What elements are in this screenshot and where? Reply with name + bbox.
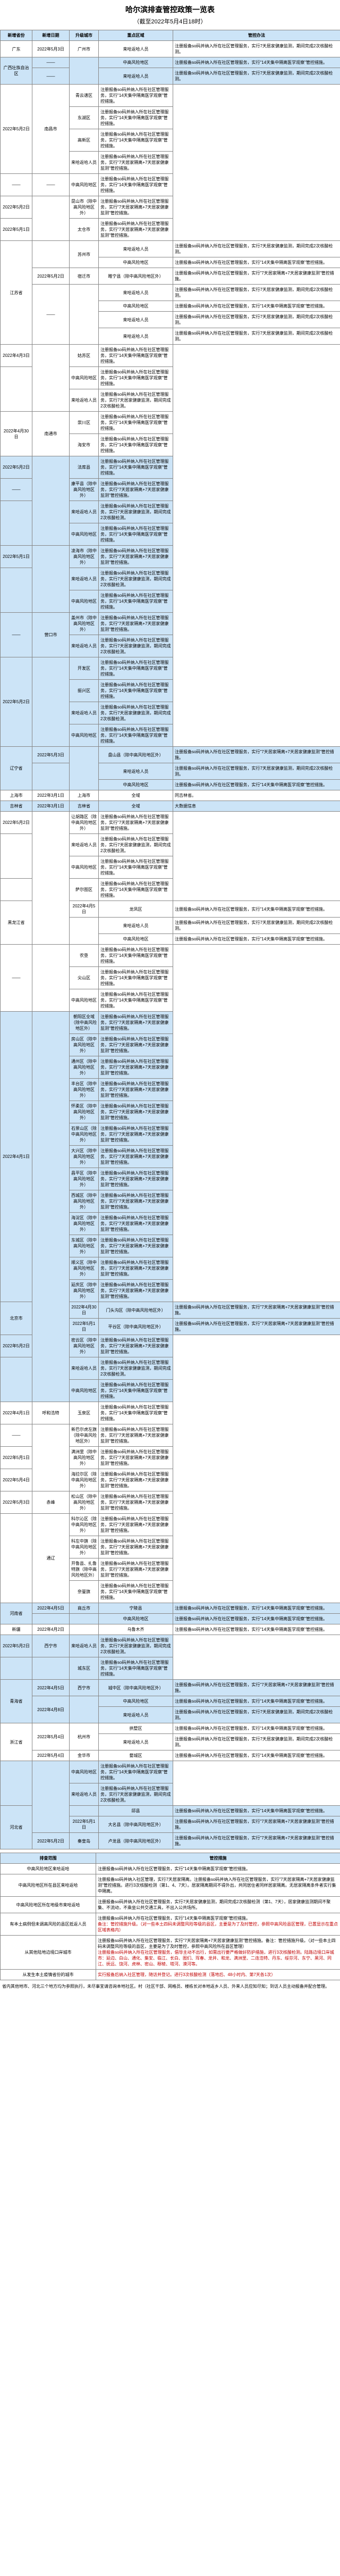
- table-row: 2022年5月2日西宁市来哈返哈人员注册报备so码并纳入所在社区管理服务，实行7…: [1, 1635, 340, 1657]
- col-header: 新增省份: [1, 30, 32, 41]
- table-row: 2022年4月3日姑苏区注册报备so码并纳入所在社区管理服务，实行"14天集中隔…: [1, 345, 340, 367]
- table-row: 2022年5月4日金华市婺城区注册报备so码并纳入所在社区管理服务，实行"14天…: [1, 1750, 340, 1761]
- measures-table: 排查范围管控措施 中高风险地区来哈返哈注册报备so码并纳入所在社区管理服务，实行…: [0, 1853, 340, 1980]
- table-row: 2022年4月30日南通市崇川区注册报备so码并纳入所在社区管理服务，实行"14…: [1, 412, 340, 434]
- table-row: 2022年4月8日中高风险地区注册报备so码并纳入所在社区管理服务，实行"14天…: [1, 1696, 340, 1707]
- table-row: 2022年5月2日让胡路区（除中高风险地区外）注册报备so码并纳入所在社区管理服…: [1, 812, 340, 834]
- page-title: 哈尔滨排查管控政策一览表: [0, 4, 340, 15]
- table-row: 2022年4月1日朝阳区全域（除中高风险地区外）注册报备so码并纳入所在社区管理…: [1, 1012, 340, 1034]
- table-row: 辽宁省2022年5月3日盘山县（除中高风险地区外）注册报备so码并纳入所在社区管…: [1, 747, 340, 763]
- table-row: 来哈返哈人员注册报备so码并纳入所在社区管理服务，实行7天居家健康监测，期间完成…: [1, 763, 340, 780]
- table-row: 吉林省2022年3月1日吉林省全域大数据信息: [1, 801, 340, 812]
- table-row: ——来哈返哈人员注册报备so码并纳入所在社区管理服务，实行7天居家健康监测，期间…: [1, 285, 340, 301]
- table-row: 城东区注册报备so码并纳入所在社区管理服务，实行"14天集中隔离医学观察"管控措…: [1, 1657, 340, 1680]
- table-row: 广东2022年5月3日广州市来哈返哈人员注册报备so码并纳入所在社区管理服务，实…: [1, 41, 340, 57]
- table-row: 上海市2022年3月1日上海市全域同吉林省。: [1, 790, 340, 801]
- table-row: 2022年5月2日宿迁市睢宁县（除中高风险地区外）注册报备so码并纳入所在社区管…: [1, 268, 340, 285]
- table-row: ——来哈返哈人员注册报备so码并纳入所在社区管理服务，实行7天居家健康监测，期间…: [1, 68, 340, 85]
- table-row: 2022年5月3日赤峰松山区（除中高风险地区外）注册报备so码并纳入所在社区管理…: [1, 1491, 340, 1514]
- table-row: 从发生本土疫情省份的城市实行报备后纳入社区管理，随访并登记。进行3次核酸检测（落…: [1, 1970, 340, 1980]
- col-header: 升级城市: [70, 30, 99, 41]
- col-header: 重点区域: [99, 30, 173, 41]
- table-row: 中高风险地区注册报备so码并纳入所在社区管理服务，实行"14天集中隔离医学观察"…: [1, 1761, 340, 1783]
- table-row: 中高风险地区所在地级市来哈返哈注册报备so码并纳入所在社区管理服务，实行7天居家…: [1, 1897, 340, 1913]
- table-row: ——新巴尔虎左旗（除中高风险地区外）注册报备so码并纳入所在社区管理服务，实行"…: [1, 1424, 340, 1447]
- table-row: 河南省2022年4月5日商丘市宁陵县注册报备so码并纳入所在社区管理服务，实行"…: [1, 1603, 340, 1614]
- table-row: 2022年5月2日秦皇岛卢龙县（除中高风险地区外）注册报备so码并纳入所在社区管…: [1, 1833, 340, 1849]
- col-header: 新增日期: [32, 30, 70, 41]
- table-row: ——营口市盖州市（除中高风险地区外）注册报备so码并纳入所在社区管理服务，实行"…: [1, 613, 340, 635]
- table-row: 2022年5月1日凌海市（除中高风险地区外）注册报备so码并纳入所在社区管理服务…: [1, 546, 340, 568]
- table-row: 浙江省2022年5月4日杭州市拱墅区注册报备so码并纳入所在社区管理服务，实行"…: [1, 1723, 340, 1734]
- table-row: 2022年5月2日昆山市（除中高风险地区外）注册报备so码并纳入所在社区管理服务…: [1, 196, 340, 219]
- policy-table: 新增省份新增日期升级城市重点区域管控办法 广东2022年5月3日广州市来哈返哈人…: [0, 30, 340, 1849]
- table-row: ——农垦注册报备so码并纳入所在社区管理服务，实行"14天集中隔离医学观察"管控…: [1, 945, 340, 967]
- table-row: 广西壮族自治区——中高风险地区注册报备so码并纳入所在社区管理服务，实行"14天…: [1, 57, 340, 68]
- table-row: 2022年4月1日呼和浩特玉泉区注册报备so码并纳入所在社区管理服务，实行"14…: [1, 1402, 340, 1424]
- page-subtitle: （截至2022年5月4日18时）: [0, 17, 340, 26]
- table-row: 中高风险地区所在县区来哈返哈注册报备so码并纳入社区管理，实行7天居家隔离。注册…: [1, 1874, 340, 1897]
- table-row: 青海省2022年4月5日西宁市城中区（除中高风险地区外）注册报备so码并纳入所在…: [1, 1680, 340, 1696]
- table-row: 中高风险地区注册报备so码并纳入所在社区管理服务，实行"14天集中隔离医学观察"…: [1, 1614, 340, 1624]
- table-row: 有本土病例但未调高风险的县区抵返人员注册报备so码并纳入所在社区管理服务，实行"…: [1, 1913, 340, 1936]
- footnote: 省内其他地市、河北三个地方均为参照执行，未尽事宜请咨询本地社区。村（社区干部、网…: [0, 1980, 340, 1993]
- table-row: 中高风险地区来哈返哈注册报备so码并纳入所在社区管理服务，实行"14天集中隔离医…: [1, 1864, 340, 1874]
- table-row: 2022年5月2日开发区注册报备so码并纳入所在社区管理服务，实行"14天集中隔…: [1, 657, 340, 680]
- table-row: 从其他陆地边境口岸城市注册报备so码并纳入所在社区管理服务，实行"7天居家隔离+…: [1, 1936, 340, 1970]
- table-row: 江苏省苏州市来哈返哈人员注册报备so码并纳入所在社区管理服务，实行7天居家健康监…: [1, 241, 340, 257]
- table-row: 新疆2022年4月2日乌鲁木齐注册报备so码并纳入所在社区管理服务，实行"14天…: [1, 1624, 340, 1635]
- table-row: 2022年5月2日法库县注册报备so码并纳入所在社区管理服务，实行"14天集中隔…: [1, 456, 340, 479]
- col-header: 管控办法: [173, 30, 340, 41]
- table-row: 2022年5月2日南昌市青云谱区注册报备so码并纳入所在社区管理服务，实行"14…: [1, 85, 340, 107]
- table-row: 通辽科尔沁区（除中高风险地区外）注册报备so码并纳入所在社区管理服务，实行"7天…: [1, 1514, 340, 1536]
- table-row: ————中高风险地区注册报备so码并纳入所在社区管理服务，实行"14天集中隔离医…: [1, 174, 340, 196]
